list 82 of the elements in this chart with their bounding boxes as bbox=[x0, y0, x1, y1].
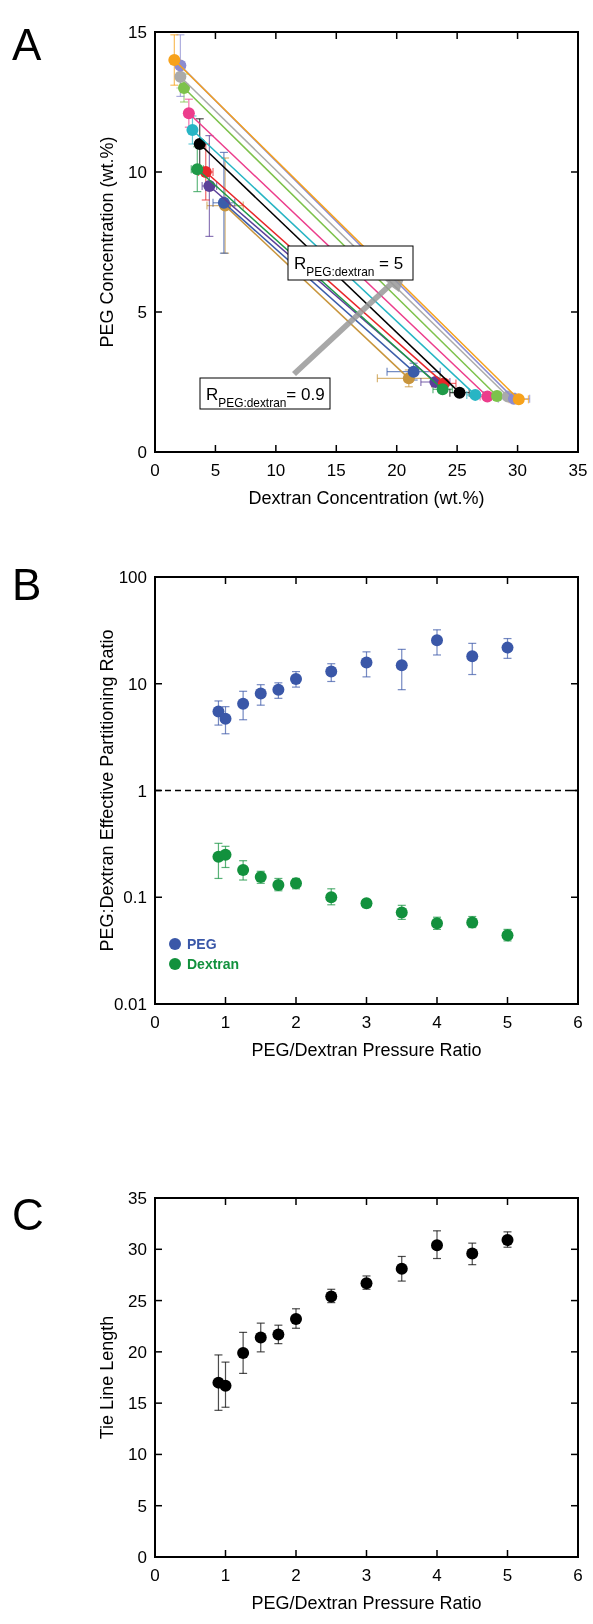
annotation: R$_{PEG:dextran}$ = 5 bbox=[294, 254, 404, 279]
point bbox=[290, 1313, 302, 1326]
point bbox=[491, 390, 504, 402]
x-tick-label: 10 bbox=[266, 461, 286, 480]
point bbox=[431, 1239, 443, 1252]
y-tick-label: 15 bbox=[128, 23, 147, 42]
point bbox=[237, 1346, 250, 1359]
point bbox=[395, 659, 408, 672]
x-tick-label: 3 bbox=[361, 1013, 372, 1032]
point bbox=[174, 70, 187, 83]
y-tick-label: 0.1 bbox=[123, 888, 147, 908]
x-tick-label: 30 bbox=[508, 461, 528, 480]
x-tick-label: 4 bbox=[432, 1013, 442, 1032]
x-tick-label: 25 bbox=[447, 461, 467, 480]
y-tick-label: 10 bbox=[128, 1445, 147, 1465]
point bbox=[237, 864, 250, 876]
point bbox=[395, 1262, 408, 1275]
point bbox=[453, 386, 466, 399]
x-tick-label: 5 bbox=[502, 1013, 513, 1032]
point bbox=[254, 1331, 267, 1344]
y-tick-label: 15 bbox=[128, 1394, 147, 1414]
annotation: R$_{PEG:dextran}$= 0.9 bbox=[206, 384, 325, 410]
x-tick-label: 35 bbox=[568, 461, 588, 480]
y-tick-label: 10 bbox=[128, 674, 147, 694]
legend-label: PEG bbox=[187, 936, 217, 952]
x-tick-label: 20 bbox=[387, 461, 407, 480]
point bbox=[466, 650, 479, 663]
x-tick-label: 6 bbox=[573, 1013, 583, 1032]
point bbox=[186, 124, 199, 136]
point bbox=[360, 656, 373, 669]
y-tick-label: 5 bbox=[137, 1496, 147, 1516]
y-axis-title: PEG:Dextran Effective Partitioning Ratio bbox=[97, 629, 117, 952]
point bbox=[431, 634, 443, 647]
x-tick-label: 0 bbox=[150, 1566, 160, 1585]
y-tick-label: 0 bbox=[137, 443, 147, 462]
point bbox=[254, 687, 267, 700]
x-tick-label: 5 bbox=[210, 461, 221, 480]
point bbox=[237, 697, 250, 710]
point bbox=[168, 54, 181, 66]
y-tick-label: 100 bbox=[118, 568, 147, 587]
x-tick-label: 0 bbox=[150, 1013, 160, 1032]
point bbox=[436, 383, 449, 396]
x-tick-label: 6 bbox=[573, 1566, 583, 1585]
y-tick-label: 35 bbox=[128, 1189, 147, 1208]
y-tick-label: 20 bbox=[128, 1342, 147, 1362]
point bbox=[512, 393, 525, 406]
legend-label: Dextran bbox=[187, 956, 240, 972]
x-tick-label: 2 bbox=[291, 1566, 301, 1585]
point bbox=[219, 712, 232, 725]
point bbox=[501, 641, 514, 654]
point bbox=[193, 138, 206, 150]
y-axis-title: Tie Line Length bbox=[97, 1315, 117, 1440]
x-tick-label: 1 bbox=[220, 1566, 231, 1585]
point bbox=[182, 107, 195, 120]
x-axis-title: PEG/Dextran Pressure Ratio bbox=[251, 1040, 482, 1060]
y-tick-label: 5 bbox=[137, 303, 147, 322]
x-tick-label: 4 bbox=[432, 1566, 442, 1585]
x-axis-title: PEG/Dextran Pressure Ratio bbox=[251, 1593, 482, 1613]
x-tick-label: 2 bbox=[291, 1013, 301, 1032]
y-tick-label: 0.01 bbox=[113, 995, 147, 1014]
chart-title: C bbox=[12, 1190, 44, 1239]
x-tick-label: 1 bbox=[220, 1013, 231, 1032]
x-tick-label: 3 bbox=[361, 1566, 372, 1585]
x-tick-label: 15 bbox=[326, 461, 346, 480]
x-tick-label: 0 bbox=[150, 461, 160, 480]
y-tick-label: 30 bbox=[128, 1240, 147, 1260]
point bbox=[360, 897, 373, 910]
chart-title: A bbox=[12, 20, 42, 69]
point bbox=[212, 705, 225, 718]
y-tick-label: 1 bbox=[137, 781, 147, 801]
x-tick-label: 5 bbox=[502, 1566, 513, 1585]
y-tick-label: 25 bbox=[128, 1291, 147, 1311]
point bbox=[272, 1328, 285, 1341]
chart-title: B bbox=[12, 560, 42, 609]
y-tick-label: 10 bbox=[128, 163, 147, 182]
y-axis-title: PEG Concentration (wt.%) bbox=[97, 136, 117, 348]
y-tick-label: 0 bbox=[137, 1548, 147, 1567]
x-axis-title: Dextran Concentration (wt.%) bbox=[248, 488, 485, 508]
point bbox=[178, 82, 191, 94]
point bbox=[325, 665, 338, 678]
point bbox=[219, 1379, 232, 1392]
point bbox=[466, 1247, 479, 1260]
